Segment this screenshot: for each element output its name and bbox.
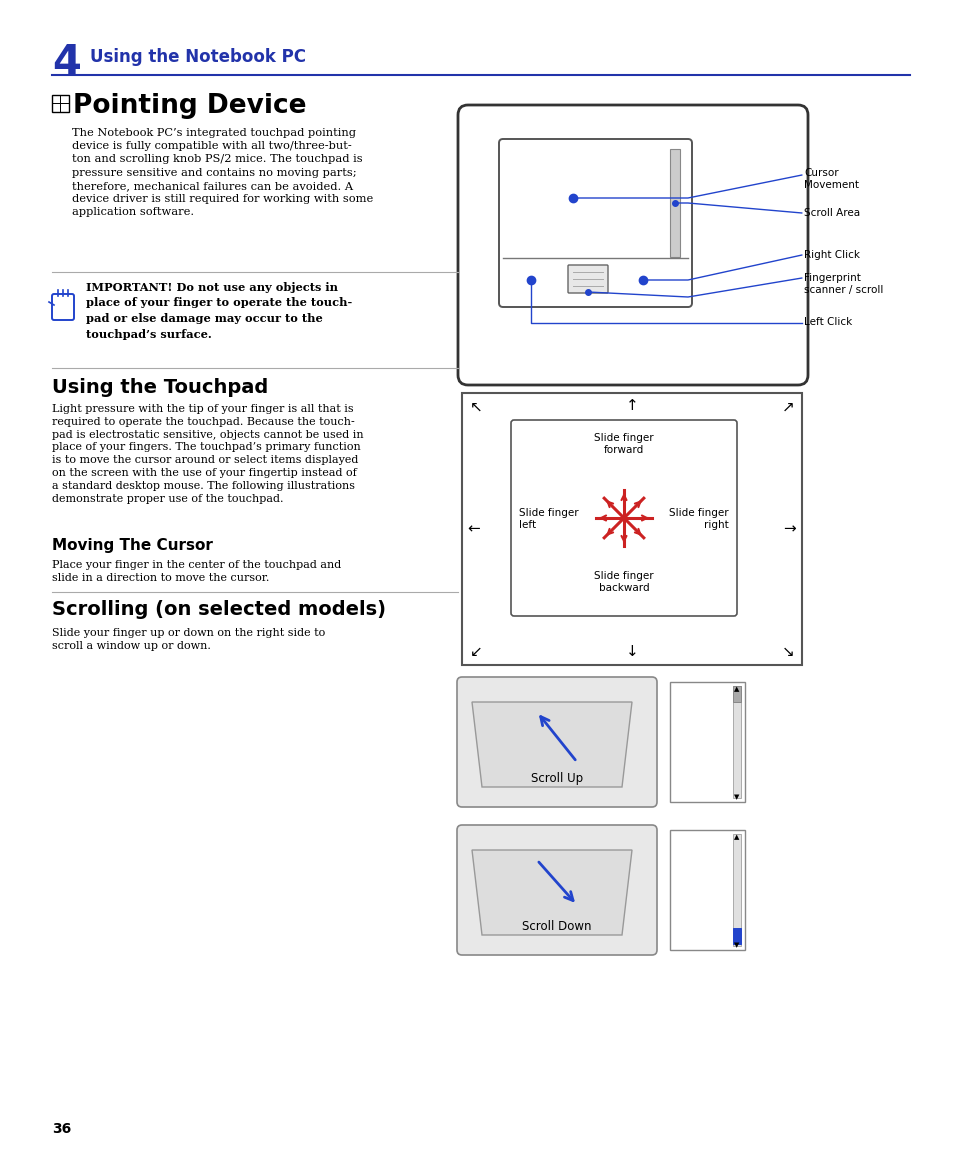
Text: Using the Notebook PC: Using the Notebook PC xyxy=(90,49,306,66)
Polygon shape xyxy=(472,702,631,787)
Bar xyxy=(732,686,740,702)
Text: ▼: ▼ xyxy=(734,942,739,948)
Text: 4: 4 xyxy=(52,42,81,84)
Text: Light pressure with the tip of your finger is all that is
required to operate th: Light pressure with the tip of your fing… xyxy=(52,404,363,504)
Text: Slide finger
right: Slide finger right xyxy=(669,508,728,530)
Text: ↗: ↗ xyxy=(781,400,794,415)
Text: Scroll Up: Scroll Up xyxy=(531,772,582,785)
Text: IMPORTANT! Do not use any objects in
place of your finger to operate the touch-
: IMPORTANT! Do not use any objects in pla… xyxy=(86,282,352,340)
Text: Slide finger
forward: Slide finger forward xyxy=(594,433,653,455)
Bar xyxy=(461,393,801,665)
Text: ↓: ↓ xyxy=(625,643,638,658)
Text: Scrolling (on selected models): Scrolling (on selected models) xyxy=(52,599,386,619)
Text: The Notebook PC’s integrated touchpad pointing
device is fully compatible with a: The Notebook PC’s integrated touchpad po… xyxy=(71,128,373,217)
Text: Cursor
Movement: Cursor Movement xyxy=(803,167,858,189)
Bar xyxy=(732,686,740,798)
Text: Slide finger
backward: Slide finger backward xyxy=(594,571,653,593)
Text: ▲: ▲ xyxy=(734,834,739,840)
Bar xyxy=(669,681,744,802)
Text: Pointing Device: Pointing Device xyxy=(73,94,306,119)
Bar xyxy=(732,834,740,946)
Text: ↘: ↘ xyxy=(781,643,794,658)
FancyBboxPatch shape xyxy=(567,264,607,293)
Text: ▼: ▼ xyxy=(734,793,739,800)
Text: →: → xyxy=(782,522,796,537)
FancyBboxPatch shape xyxy=(498,139,691,307)
Bar xyxy=(52,95,69,112)
Text: ↖: ↖ xyxy=(469,400,482,415)
FancyBboxPatch shape xyxy=(456,677,657,807)
Text: 36: 36 xyxy=(52,1122,71,1137)
Bar xyxy=(732,927,740,944)
Text: Fingerprint
scanner / scroll: Fingerprint scanner / scroll xyxy=(803,273,882,295)
Text: Right Click: Right Click xyxy=(803,249,859,260)
Bar xyxy=(669,830,744,951)
Text: Scroll Down: Scroll Down xyxy=(521,921,591,933)
FancyBboxPatch shape xyxy=(457,105,807,385)
Text: ←: ← xyxy=(467,522,480,537)
Text: Place your finger in the center of the touchpad and
slide in a direction to move: Place your finger in the center of the t… xyxy=(52,560,341,583)
Bar xyxy=(669,149,679,258)
FancyBboxPatch shape xyxy=(456,825,657,955)
Text: Slide finger
left: Slide finger left xyxy=(518,508,578,530)
Text: Slide your finger up or down on the right side to
scroll a window up or down.: Slide your finger up or down on the righ… xyxy=(52,628,325,651)
Text: Moving The Cursor: Moving The Cursor xyxy=(52,538,213,553)
Text: ↙: ↙ xyxy=(469,643,482,658)
Text: Using the Touchpad: Using the Touchpad xyxy=(52,378,268,397)
FancyBboxPatch shape xyxy=(511,420,737,616)
Text: ▲: ▲ xyxy=(734,686,739,692)
Text: Left Click: Left Click xyxy=(803,316,851,327)
Text: ↑: ↑ xyxy=(625,397,638,412)
Text: Scroll Area: Scroll Area xyxy=(803,208,860,218)
Polygon shape xyxy=(472,850,631,936)
